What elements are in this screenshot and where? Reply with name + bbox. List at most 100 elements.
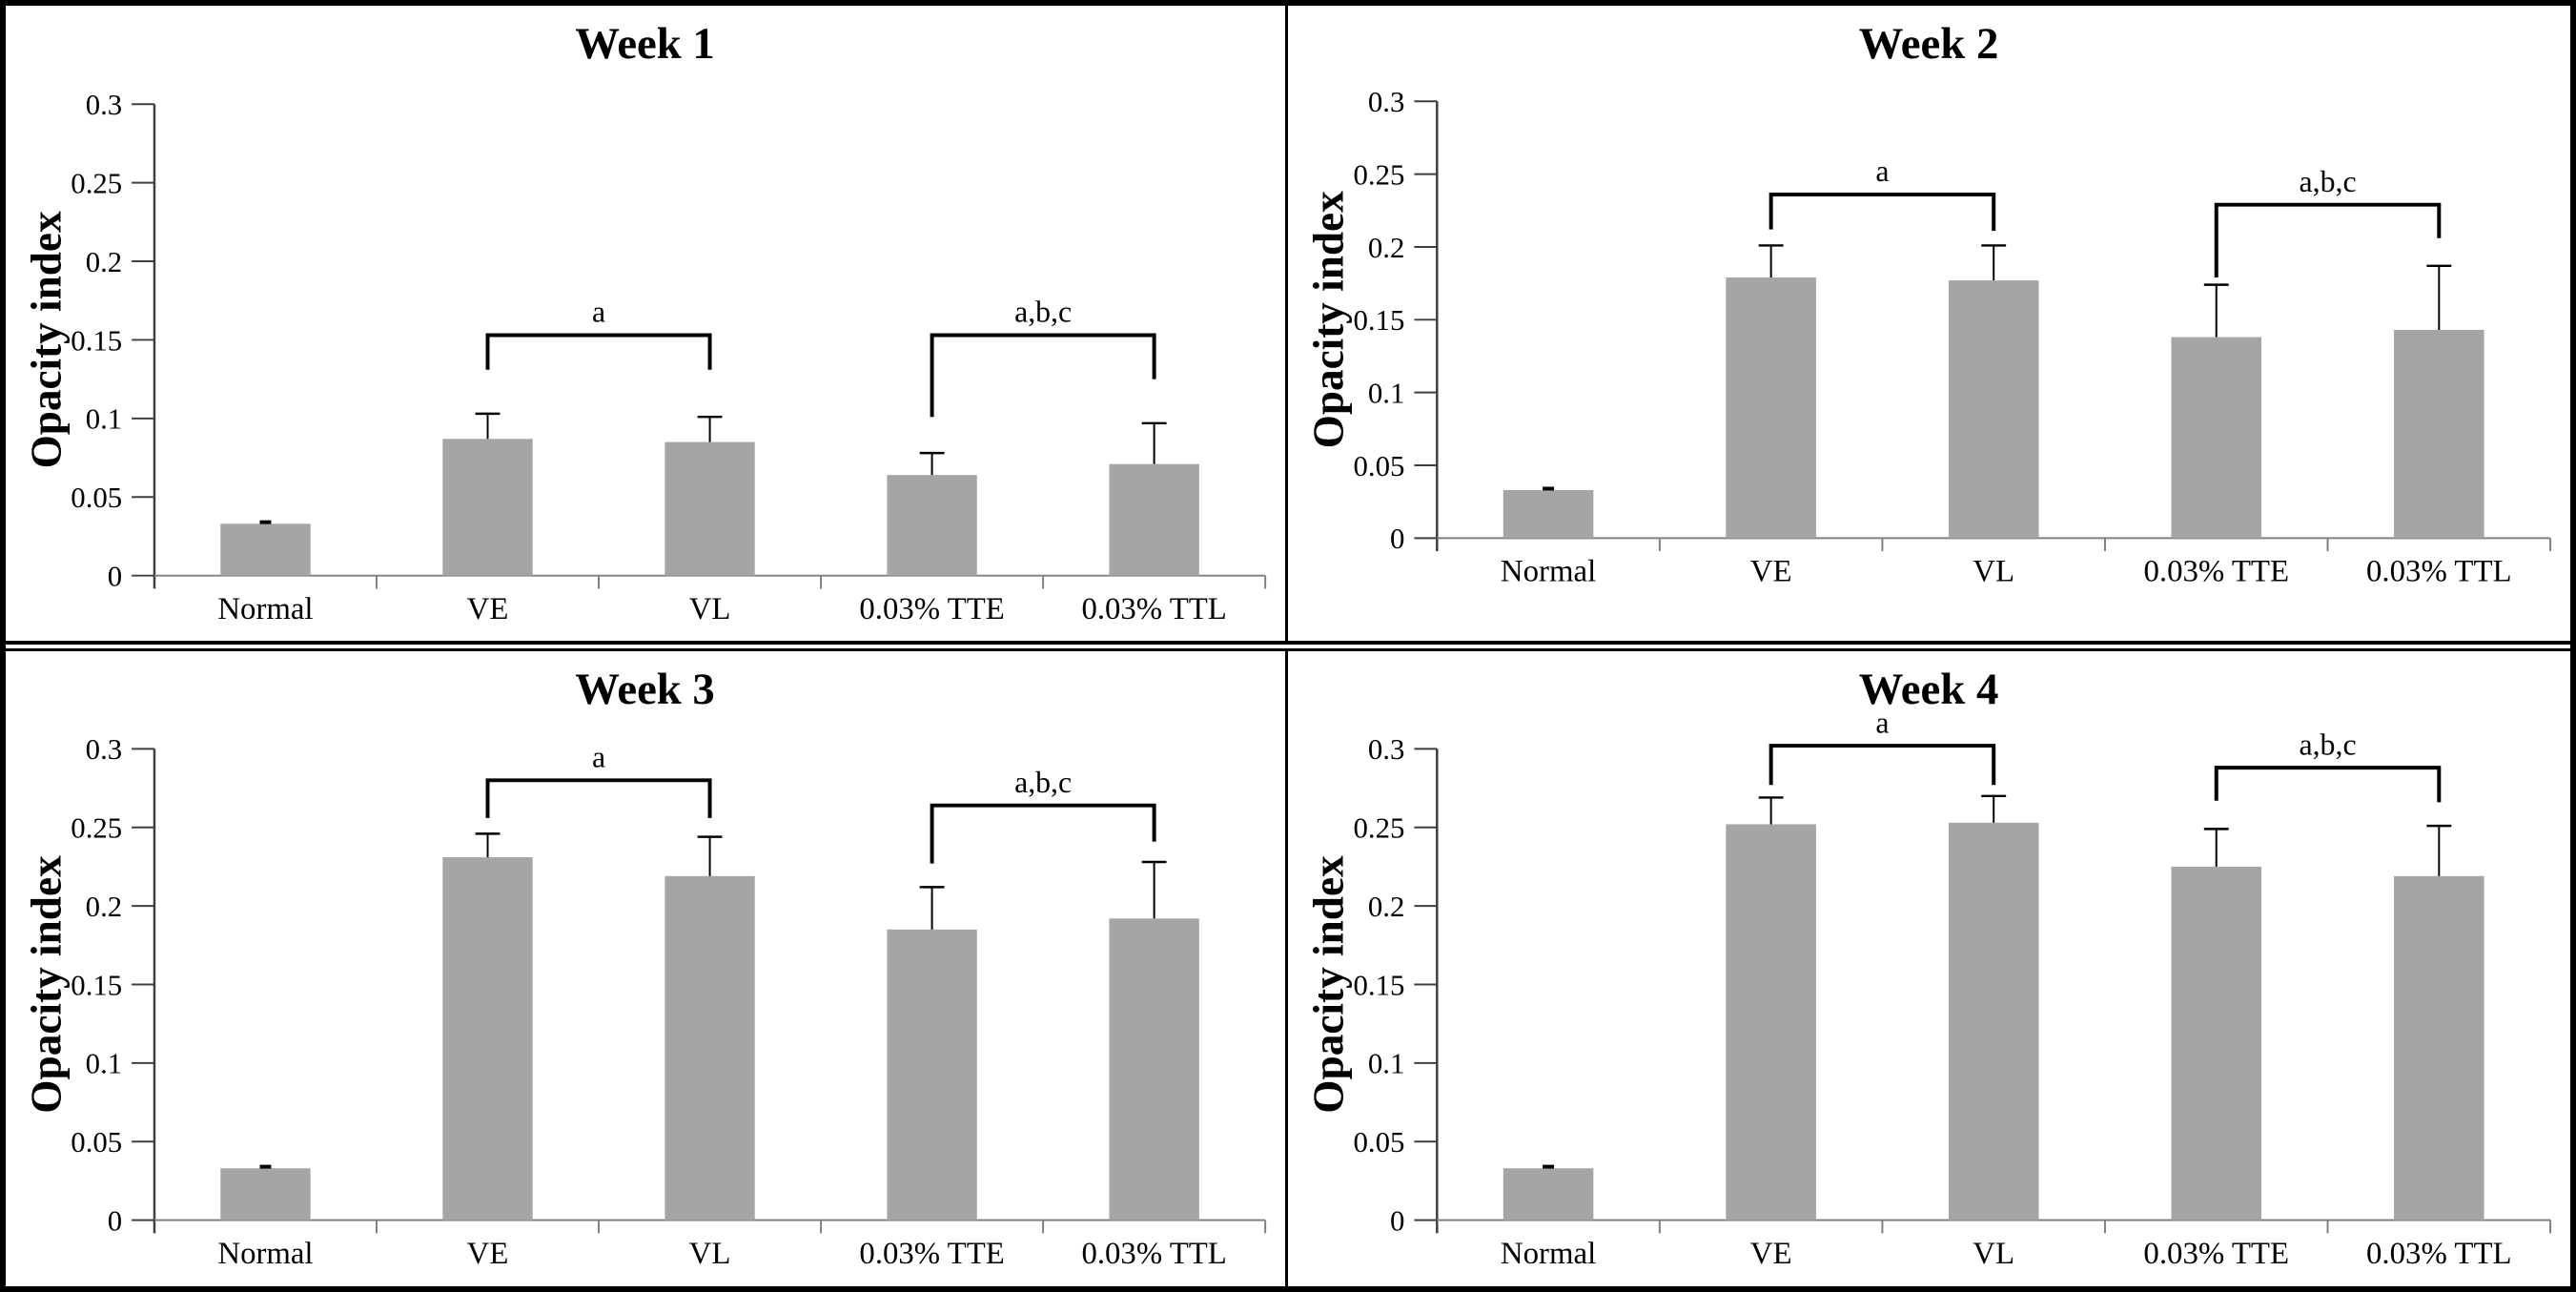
category-label-vl: VL xyxy=(1973,555,2014,589)
y-tick-label: 0.05 xyxy=(1353,450,1404,482)
bar-ve xyxy=(1726,823,1816,1220)
y-tick-label: 0.1 xyxy=(1368,378,1405,410)
bar-ve xyxy=(1726,277,1816,539)
y-tick-label: 0.05 xyxy=(71,1126,122,1159)
category-label-ve: VE xyxy=(1750,555,1792,589)
y-tick-label: 0.25 xyxy=(1353,811,1404,844)
chart-title: Week 1 xyxy=(575,20,715,69)
y-tick-label: 0.05 xyxy=(71,482,122,514)
category-label-normal: Normal xyxy=(217,1237,313,1271)
category-label-0-03-ttl: 0.03% TTL xyxy=(2366,555,2512,589)
significance-label-a-b-c: a,b,c xyxy=(2299,165,2356,198)
bar-normal xyxy=(1503,1167,1594,1220)
category-label-0-03-tte: 0.03% TTE xyxy=(859,1237,1004,1271)
category-label-normal: Normal xyxy=(217,592,313,626)
significance-label-a: a xyxy=(1875,154,1889,188)
y-tick-label: 0.25 xyxy=(71,811,122,844)
category-label-normal: Normal xyxy=(1501,555,1596,589)
y-tick-label: 0.15 xyxy=(71,969,122,1001)
y-tick-label: 0 xyxy=(108,1204,122,1237)
bar-vl xyxy=(664,875,755,1220)
bar-ve xyxy=(442,439,533,576)
significance-label-a: a xyxy=(592,740,605,773)
category-label-0-03-tte: 0.03% TTE xyxy=(2143,555,2289,589)
bar-vl xyxy=(1948,280,2039,539)
y-tick-label: 0.15 xyxy=(71,324,122,357)
chart-title: Week 2 xyxy=(1859,20,1999,69)
chart-week-2: Week 2 Opacity index 0 0.05 0.1 0.15 0.2 0.25 0.… xyxy=(1303,20,2552,589)
y-tick-label: 0 xyxy=(1390,1204,1404,1237)
significance-label-a-b-c: a,b,c xyxy=(2299,728,2356,761)
y-tick-label: 0.25 xyxy=(1353,159,1404,192)
significance-bracket-a xyxy=(1768,743,1996,785)
significance-bracket-a xyxy=(1768,193,1996,232)
category-label-vl: VL xyxy=(689,592,731,626)
significance-bracket-a-b-c xyxy=(2214,202,2442,278)
significance-bracket-a-b-c xyxy=(930,803,1156,864)
y-tick-label: 0.1 xyxy=(86,403,122,436)
bar-0-03-tte xyxy=(2171,866,2262,1220)
bar-vl xyxy=(1948,822,2039,1220)
bar-0-03-ttl xyxy=(1109,463,1199,576)
chart-week-3: Week 3 Opacity index 0 0.05 0.1 0.15 0.2 0.25 0.… xyxy=(21,666,1267,1271)
y-axis-title: Opacity index xyxy=(21,211,70,468)
y-tick-label: 0.15 xyxy=(1353,304,1404,337)
category-label-0-03-tte: 0.03% TTE xyxy=(2143,1237,2289,1271)
significance-label-a: a xyxy=(1875,706,1889,739)
chart-week-4: Week 4 Opacity index 0 0.05 0.1 0.15 0.2 0.25 0.… xyxy=(1304,666,2552,1271)
category-label-ve: VE xyxy=(467,1237,509,1271)
significance-label-a-b-c: a,b,c xyxy=(1014,296,1072,329)
category-label-ve: VE xyxy=(1750,1237,1792,1271)
bar-normal xyxy=(220,523,311,576)
y-tick-label: 0.1 xyxy=(1368,1047,1405,1079)
y-tick-label: 0.2 xyxy=(86,246,122,278)
bar-ve xyxy=(442,856,533,1220)
bar-vl xyxy=(664,441,755,576)
chart-week-3-panel: Week 3 Opacity index 0 0.05 0.1 0.15 0.2 0.25 0.… xyxy=(6,647,1288,1286)
category-label-0-03-tte: 0.03% TTE xyxy=(859,592,1004,626)
significance-label-a-b-c: a,b,c xyxy=(1014,766,1072,799)
bar-0-03-ttl xyxy=(2394,329,2484,539)
chart-week-1-panel: Week 1 Opacity index 0 0.05 0.1 0.15 0.2 0.25 0.… xyxy=(6,6,1288,645)
y-tick-label: 0.15 xyxy=(1353,969,1404,1001)
bar-0-03-tte xyxy=(887,475,977,576)
y-axis-title: Opacity index xyxy=(1303,191,1352,448)
chart-title: Week 4 xyxy=(1859,666,1999,714)
y-tick-label: 0.3 xyxy=(1368,733,1405,766)
category-label-vl: VL xyxy=(689,1237,731,1271)
bar-normal xyxy=(1503,489,1594,539)
y-tick-label: 0.1 xyxy=(86,1047,122,1079)
y-axis-title: Opacity index xyxy=(1304,855,1353,1114)
significance-bracket-a-b-c xyxy=(2214,765,2442,802)
category-label-0-03-ttl: 0.03% TTL xyxy=(1081,1237,1226,1271)
category-label-0-03-ttl: 0.03% TTL xyxy=(1081,592,1226,626)
significance-bracket-a-b-c xyxy=(930,333,1156,418)
significance-bracket-a xyxy=(485,777,712,818)
y-tick-label: 0 xyxy=(1390,523,1404,555)
bar-0-03-ttl xyxy=(1109,917,1199,1220)
y-tick-label: 0.3 xyxy=(1368,86,1405,118)
chart-week-4-panel: Week 4 Opacity index 0 0.05 0.1 0.15 0.2 0.25 0.… xyxy=(1288,647,2570,1286)
bar-0-03-tte xyxy=(2171,337,2262,539)
y-tick-label: 0 xyxy=(108,561,122,593)
y-tick-label: 0.2 xyxy=(86,891,122,923)
y-tick-label: 0.2 xyxy=(1368,891,1405,923)
y-axis-title: Opacity index xyxy=(21,855,70,1114)
significance-label-a: a xyxy=(592,296,605,329)
chart-week-2-panel: Week 2 Opacity index 0 0.05 0.1 0.15 0.2 0.25 0.… xyxy=(1288,6,2570,645)
bar-0-03-tte xyxy=(887,929,977,1220)
y-tick-label: 0.2 xyxy=(1368,232,1405,264)
category-label-normal: Normal xyxy=(1501,1237,1596,1271)
category-label-0-03-ttl: 0.03% TTL xyxy=(2366,1237,2512,1271)
y-tick-label: 0.25 xyxy=(71,168,122,200)
significance-bracket-a xyxy=(485,333,712,370)
bar-normal xyxy=(220,1167,311,1220)
y-tick-label: 0.3 xyxy=(86,733,122,766)
chart-title: Week 3 xyxy=(575,666,715,714)
bar-0-03-ttl xyxy=(2394,875,2484,1220)
y-tick-label: 0.3 xyxy=(86,89,122,121)
category-label-vl: VL xyxy=(1973,1237,2014,1271)
chart-week-1: Week 1 Opacity index 0 0.05 0.1 0.15 0.2 0.25 0.… xyxy=(21,20,1267,626)
category-label-ve: VE xyxy=(467,592,509,626)
